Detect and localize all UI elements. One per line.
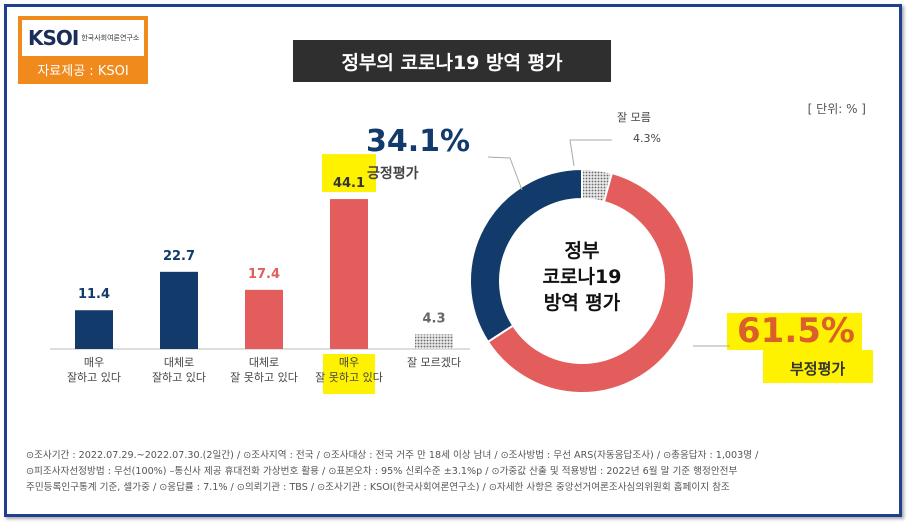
- logo-box: KSOI 한국사회여론연구소 자료제공 : KSOI: [18, 16, 148, 84]
- bar-category-label: 대체로 잘하고 있다: [152, 356, 206, 384]
- callout-line: [487, 156, 523, 191]
- unit-label: [ 단위: % ]: [807, 102, 866, 116]
- logo-mark: KSOI: [28, 26, 79, 50]
- footer-line: ⊙조사기간 : 2022.07.29.~2022.07.30.(2일간) / ⊙…: [26, 450, 759, 461]
- callout-line: [569, 139, 612, 167]
- donut-center-label: 정부 코로나19 방역 평가: [543, 240, 622, 314]
- positive-label: 긍정평가: [367, 165, 419, 182]
- bar: [75, 310, 113, 349]
- chart-title: 정부의 코로나19 방역 평가: [293, 40, 611, 82]
- bar: [415, 334, 453, 349]
- positive-percent: 34.1%: [366, 124, 470, 159]
- chart-svg: 11.4 매우 잘하고 있다 22.7 대체로 잘하고 있다 17.4 대체로 잘 못하고 있다…: [50, 111, 873, 394]
- unknown-label: 잘 모름: [617, 111, 651, 124]
- bar-category-label: 매우 잘 못하고 있다: [315, 356, 383, 384]
- bar-value-label: 4.3: [422, 311, 445, 326]
- logo: KSOI 한국사회여론연구소: [22, 20, 144, 56]
- category-highlight: [323, 354, 375, 394]
- bar-value-label: 11.4: [78, 287, 110, 302]
- footer-line: 주민등록인구통계 기준, 셀가중 / ⊙응답률 : 7.1% / ⊙의뢰기관 :…: [26, 482, 730, 493]
- donut-slice: [469, 167, 583, 344]
- bar-value-label: 44.1: [333, 176, 365, 191]
- value-highlight: [322, 154, 376, 193]
- bar-category-label: 매우 잘하고 있다: [67, 356, 121, 384]
- bar-value-label: 17.4: [248, 267, 280, 282]
- logo-subtitle: 한국사회여론연구소: [81, 34, 140, 42]
- bar: [330, 199, 368, 349]
- bar-category-label: 잘 모르겠다: [407, 356, 461, 369]
- bar-value-label: 22.7: [163, 249, 195, 264]
- bar-category-label: 대체로 잘 못하고 있다: [230, 356, 298, 384]
- footer-notes: ⊙조사기간 : 2022.07.29.~2022.07.30.(2일간) / ⊙…: [26, 448, 876, 496]
- footer-line: ⊙피조사자선정방법 : 무선(100%) –통신사 제공 휴대전화 가상번호 활…: [26, 466, 738, 477]
- unknown-percent: 4.3%: [633, 132, 661, 145]
- donut-slice: [486, 171, 695, 394]
- bar: [245, 289, 283, 349]
- negative-label-highlight: [763, 350, 873, 383]
- chart-frame: [4, 4, 902, 517]
- negative-percent-highlight: [727, 313, 862, 350]
- source-label: 자료제공 : KSOI: [37, 64, 129, 79]
- negative-label: 부정평가: [790, 360, 845, 378]
- negative-percent: 61.5%: [737, 311, 855, 351]
- bar: [160, 271, 198, 349]
